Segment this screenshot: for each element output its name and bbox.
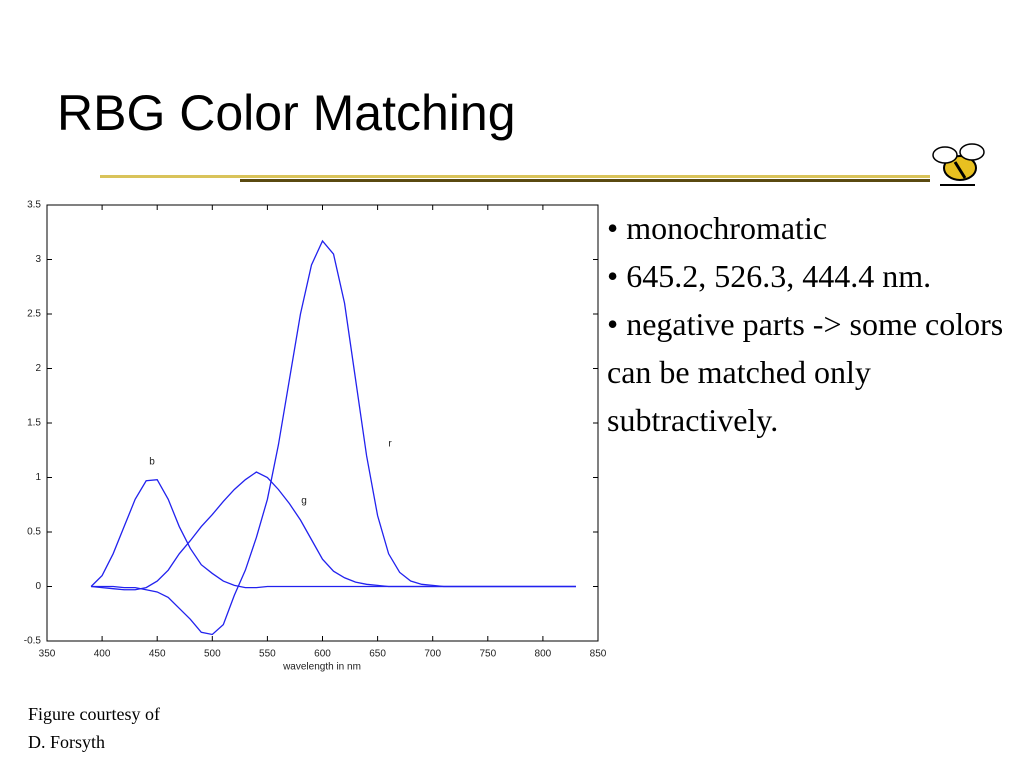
series-label: b [149, 457, 155, 468]
series-label: r [388, 439, 392, 450]
bullet: • monochromatic [607, 210, 828, 246]
x-axis-label: wavelength in nm [282, 662, 361, 673]
y-tick-label: 1.5 [27, 418, 41, 429]
y-tick-label: -0.5 [24, 636, 42, 647]
y-tick-label: 0 [35, 581, 41, 592]
y-tick-label: 2.5 [27, 309, 41, 320]
x-tick-label: 550 [259, 649, 276, 660]
caption-line: D. Forsyth [28, 732, 106, 752]
y-tick-label: 1 [35, 472, 41, 483]
x-tick-label: 800 [535, 649, 552, 660]
x-tick-label: 350 [39, 649, 56, 660]
y-tick-label: 0.5 [27, 527, 41, 538]
plot-frame [46, 204, 599, 642]
series-line [91, 239, 576, 636]
x-tick-label: 400 [94, 649, 111, 660]
divider [240, 179, 930, 182]
x-tick-label: 450 [149, 649, 166, 660]
x-tick-label: 600 [314, 649, 331, 660]
caption: Figure courtesy of D. Forsyth [28, 700, 160, 756]
series-line [91, 471, 576, 591]
bullet: • negative parts -> some colors can be m… [607, 306, 1004, 438]
y-tick-label: 3.5 [27, 200, 41, 211]
x-tick-label: 650 [369, 649, 386, 660]
x-tick-label: 500 [204, 649, 221, 660]
y-tick-label: 2 [35, 363, 41, 374]
bee-logo [932, 143, 985, 186]
x-tick-label: 700 [424, 649, 441, 660]
caption-line: Figure courtesy of [28, 704, 160, 724]
bullet-list: • monochromatic • 645.2, 526.3, 444.4 nm.… [607, 204, 1022, 444]
x-tick-label: 850 [590, 649, 607, 660]
x-tick-label: 750 [479, 649, 496, 660]
y-tick-label: 3 [35, 254, 41, 265]
slide-title: RBG Color Matching [57, 85, 516, 141]
divider [100, 175, 930, 178]
series-label: g [301, 496, 307, 507]
bullet: • 645.2, 526.3, 444.4 nm. [607, 258, 932, 294]
